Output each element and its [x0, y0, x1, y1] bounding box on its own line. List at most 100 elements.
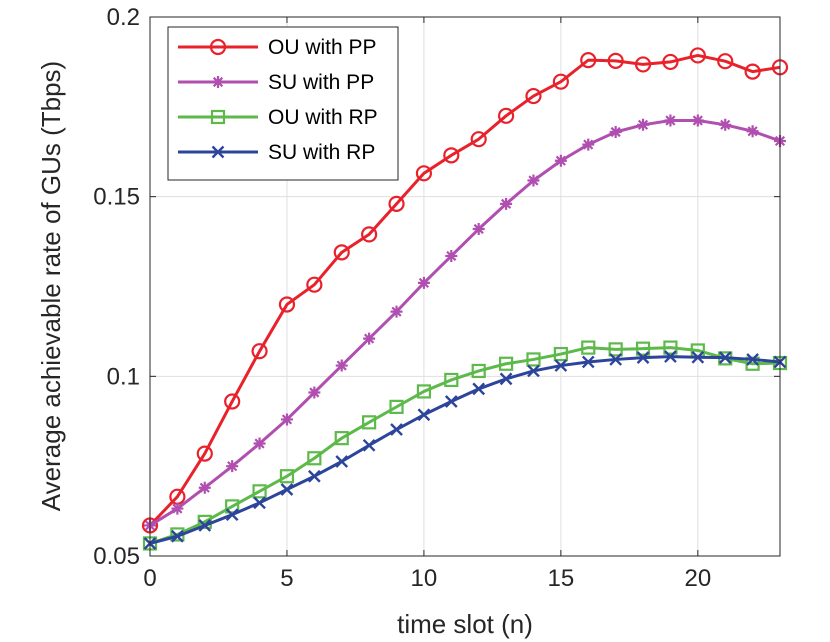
- data-point: [251, 343, 268, 360]
- data-point: [664, 114, 677, 127]
- data-point: [609, 353, 623, 366]
- data-point: [307, 451, 322, 466]
- data-point: [444, 395, 458, 408]
- data-point: [500, 197, 513, 210]
- data-point: [307, 469, 321, 483]
- data-point: [554, 154, 567, 167]
- data-point: [581, 355, 595, 369]
- legend-item: OU with PP: [178, 36, 377, 59]
- data-point: [527, 174, 540, 187]
- y-axis-label: Average achievable rate of GUs (Tbps): [36, 61, 66, 511]
- series-layer: [141, 47, 789, 551]
- legend-item: SU with PP: [178, 71, 374, 94]
- data-point: [280, 413, 293, 426]
- data-point: [607, 52, 624, 69]
- series-line: [149, 346, 781, 545]
- data-point: [527, 364, 540, 378]
- data-point: [663, 340, 678, 355]
- data-point: [335, 359, 348, 372]
- data-point: [636, 351, 650, 364]
- legend-item: OU with RP: [178, 106, 378, 129]
- data-point: [389, 399, 404, 414]
- data-point: [171, 529, 184, 543]
- data-point: [689, 47, 706, 64]
- legend: OU with PP SU with PP OU with RP SU with RP: [167, 26, 399, 181]
- x-tick-label: 0: [143, 565, 156, 592]
- data-point: [662, 53, 679, 71]
- x-tick-label: 10: [411, 565, 438, 592]
- data-point: [225, 508, 239, 522]
- data-point: [718, 351, 732, 364]
- data-point: [498, 356, 514, 371]
- data-point: [552, 73, 569, 90]
- legend-item: SU with RP: [178, 141, 375, 164]
- data-point: [226, 460, 239, 473]
- data-point: [171, 502, 184, 515]
- data-point: [362, 415, 377, 430]
- data-point: [580, 52, 597, 69]
- series-2: [142, 340, 788, 551]
- data-point: [306, 276, 323, 293]
- data-point: [278, 296, 296, 313]
- y-tick-label: 0.1: [107, 363, 140, 390]
- series-3: [143, 350, 787, 550]
- data-point: [415, 165, 433, 182]
- y-tick-label: 0.05: [93, 543, 140, 570]
- data-point: [224, 393, 241, 410]
- data-point: [444, 372, 459, 388]
- legend-label: OU with RP: [268, 106, 378, 129]
- series-line: [149, 118, 781, 527]
- series-line: [148, 53, 781, 527]
- data-point: [280, 483, 294, 496]
- x-tick-label: 15: [548, 565, 575, 592]
- data-point: [471, 363, 486, 379]
- legend-box: [167, 26, 399, 181]
- data-point: [417, 408, 431, 422]
- data-point: [634, 56, 652, 73]
- legend-marker: [210, 109, 226, 125]
- x-axis-label: time slot (n): [397, 609, 533, 639]
- data-point: [388, 195, 405, 212]
- data-point: [253, 437, 266, 450]
- data-point: [198, 481, 211, 494]
- legend-marker: [212, 76, 224, 88]
- data-point: [637, 118, 650, 131]
- data-point: [525, 87, 542, 105]
- data-point: [362, 438, 376, 452]
- x-tick-label: 20: [684, 565, 711, 592]
- data-point: [608, 342, 623, 357]
- data-point: [526, 352, 541, 367]
- data-point: [470, 131, 487, 148]
- data-point: [308, 386, 321, 399]
- data-point: [445, 249, 458, 262]
- data-point: [335, 455, 349, 468]
- data-point: [717, 53, 734, 70]
- data-point: [553, 346, 568, 362]
- data-point: [609, 125, 622, 138]
- data-point: [196, 445, 213, 462]
- data-point: [417, 276, 430, 289]
- data-point: [333, 244, 350, 261]
- data-point: [719, 118, 732, 131]
- legend-label: SU with RP: [268, 141, 375, 164]
- plot-frame: [149, 16, 781, 557]
- legend-marker: [209, 38, 227, 56]
- data-point: [416, 384, 432, 399]
- data-point: [554, 359, 568, 372]
- legend-label: OU with PP: [268, 36, 377, 59]
- data-point: [581, 340, 596, 355]
- legend-label: SU with PP: [268, 71, 374, 94]
- data-point: [443, 147, 460, 164]
- data-point: [390, 305, 403, 318]
- y-tick-label: 0.2: [107, 4, 140, 31]
- data-point: [664, 350, 677, 363]
- data-point: [499, 372, 513, 386]
- data-point: [225, 499, 240, 514]
- data-point: [691, 350, 705, 364]
- data-point: [334, 431, 349, 446]
- data-point: [252, 484, 267, 499]
- data-point: [691, 114, 704, 127]
- data-point: [746, 125, 759, 138]
- data-point: [472, 382, 486, 396]
